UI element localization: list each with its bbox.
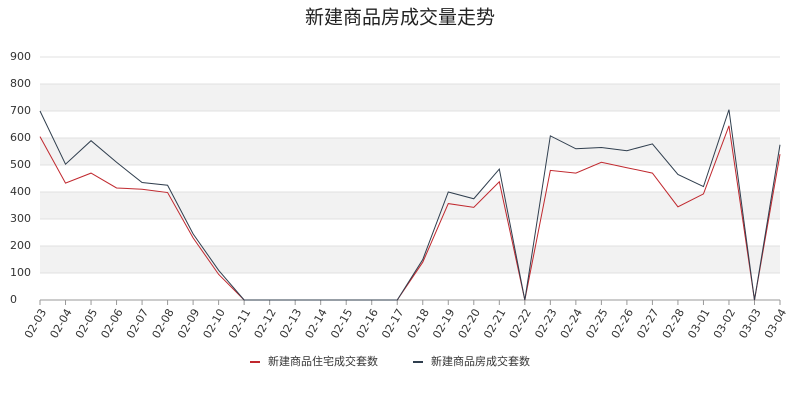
x-tick-label: 02-03 <box>22 307 49 341</box>
grid-band <box>40 84 780 111</box>
series-line <box>39 125 781 301</box>
grid-band <box>40 192 780 219</box>
y-tick-label: 700 <box>10 104 31 117</box>
chart-title: 新建商品房成交量走势 <box>305 7 495 29</box>
y-tick-label: 400 <box>10 185 31 198</box>
series-line <box>39 109 781 301</box>
x-tick-label: 02-12 <box>252 307 279 341</box>
grid-band <box>40 246 780 273</box>
x-tick-label: 02-10 <box>201 307 228 341</box>
y-tick-label: 800 <box>10 77 31 90</box>
x-tick-label: 02-07 <box>124 307 151 341</box>
x-tick-label: 02-04 <box>47 307 74 341</box>
x-tick-label: 02-23 <box>532 307 559 341</box>
x-tick-label: 02-28 <box>660 307 687 341</box>
x-tick-label: 02-11 <box>226 307 253 341</box>
x-tick-label: 02-14 <box>303 307 330 341</box>
y-tick-label: 300 <box>10 212 31 225</box>
y-tick-label: 900 <box>10 50 31 63</box>
x-tick-label: 02-25 <box>583 307 610 341</box>
x-tick-label: 02-16 <box>354 307 381 341</box>
y-tick-label: 200 <box>10 239 31 252</box>
x-tick-label: 02-24 <box>558 307 585 341</box>
grid-band <box>40 138 780 165</box>
x-tick-label: 02-15 <box>328 307 355 341</box>
x-tick-label: 02-08 <box>150 307 177 341</box>
x-tick-label: 02-21 <box>481 306 508 340</box>
x-tick-label: 02-06 <box>99 307 126 341</box>
x-tick-label: 02-22 <box>507 307 534 341</box>
x-tick-label: 02-20 <box>456 307 483 341</box>
y-tick-label: 100 <box>10 266 31 279</box>
legend-label: 新建商品房成交套数 <box>431 354 530 368</box>
x-tick-label: 03-04 <box>762 307 789 341</box>
x-tick-label: 02-17 <box>379 307 406 341</box>
x-tick-label: 02-13 <box>277 307 304 341</box>
x-tick-label: 02-18 <box>405 307 432 341</box>
x-tick-label: 02-05 <box>73 307 100 341</box>
x-tick-label: 03-03 <box>736 307 763 341</box>
x-tick-label: 02-26 <box>609 307 636 341</box>
x-tick-label: 02-09 <box>175 307 202 341</box>
y-tick-label: 0 <box>10 293 17 306</box>
x-tick-label: 02-27 <box>634 307 661 341</box>
x-tick-label: 03-02 <box>711 307 738 341</box>
legend-label: 新建商品住宅成交套数 <box>268 354 378 368</box>
y-tick-label: 600 <box>10 131 31 144</box>
x-tick-label: 02-19 <box>430 307 457 341</box>
x-tick-label: 03-01 <box>685 307 712 341</box>
y-tick-label: 500 <box>10 158 31 171</box>
